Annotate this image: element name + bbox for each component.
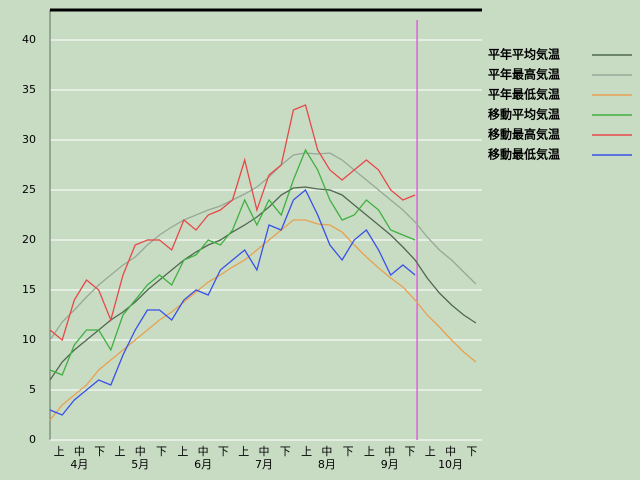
month-label: 8月 [318, 458, 336, 471]
month-label: 4月 [70, 458, 88, 471]
legend-label: 移動平均気温 [488, 107, 560, 122]
x-tick-label: 下 [218, 445, 229, 458]
x-tick-label: 下 [405, 445, 416, 458]
y-tick-label: 35 [22, 83, 36, 96]
month-label: 7月 [255, 458, 273, 471]
x-tick-label: 中 [198, 445, 209, 458]
y-tick-label: 15 [22, 283, 36, 296]
legend-label: 平年最低気温 [488, 87, 560, 102]
x-tick-label: 上 [425, 445, 436, 458]
y-tick-label: 5 [29, 383, 36, 396]
series-line [49, 148, 416, 376]
x-tick-label: 下 [343, 445, 354, 458]
x-tick-label: 下 [466, 445, 477, 458]
series-line [49, 104, 416, 342]
x-tick-label: 中 [384, 445, 395, 458]
month-label: 9月 [381, 458, 399, 471]
y-tick-label: 30 [22, 133, 36, 146]
x-tick-label: 中 [258, 445, 269, 458]
x-tick-label: 上 [54, 445, 65, 458]
x-tick-label: 上 [238, 445, 249, 458]
month-label: 10月 [438, 458, 463, 471]
y-tick-label: 40 [22, 33, 36, 46]
legend-label: 平年最高気温 [488, 67, 560, 82]
y-tick-label: 0 [29, 433, 36, 446]
x-tick-label: 上 [177, 445, 188, 458]
legend-label: 移動最低気温 [488, 147, 560, 162]
legend-label: 移動最高気温 [488, 127, 560, 142]
x-tick-label: 下 [156, 445, 167, 458]
x-tick-label: 中 [445, 445, 456, 458]
x-tick-label: 下 [280, 445, 291, 458]
series-line [49, 188, 416, 416]
month-label: 6月 [194, 458, 212, 471]
month-label: 5月 [131, 458, 149, 471]
y-tick-label: 20 [22, 233, 36, 246]
y-tick-label: 10 [22, 333, 36, 346]
x-tick-label: 上 [301, 445, 312, 458]
x-tick-label: 中 [74, 445, 85, 458]
legend-label: 平年平均気温 [488, 47, 560, 62]
x-tick-label: 中 [135, 445, 146, 458]
x-tick-label: 上 [114, 445, 125, 458]
y-tick-label: 25 [22, 183, 36, 196]
x-tick-label: 上 [364, 445, 375, 458]
series-line [49, 152, 477, 341]
x-tick-label: 下 [94, 445, 105, 458]
x-tick-label: 中 [321, 445, 332, 458]
